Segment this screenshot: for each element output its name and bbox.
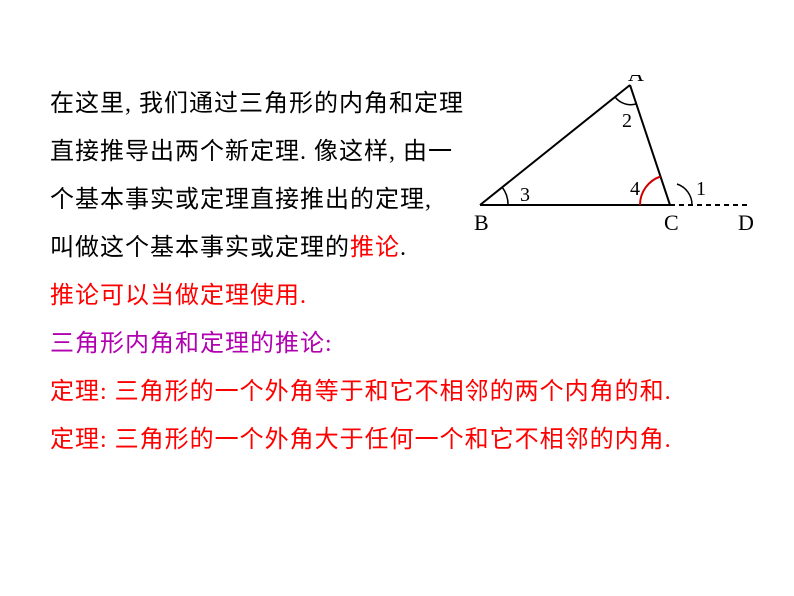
label-C: C [664, 210, 679, 235]
label-D: D [738, 210, 754, 235]
arc-angle-1 [677, 184, 692, 205]
label-angle-1: 1 [696, 178, 706, 200]
label-B: B [474, 210, 489, 235]
theorem-2: 定理: 三角形的一个外角大于任何一个和它不相邻的内角. [50, 416, 750, 464]
label-A: A [628, 75, 644, 86]
arc-angle-4 [640, 177, 661, 206]
arc-angle-3 [502, 187, 508, 205]
corollary-highlight: 推论 [350, 235, 400, 261]
label-angle-3: 3 [520, 184, 530, 206]
para-2: 推论可以当做定理使用. [50, 272, 750, 320]
theorem-1: 定理: 三角形的一个外角等于和它不相邻的两个内角的和. [50, 368, 750, 416]
triangle-diagram: A B C D 1 2 3 4 [460, 75, 760, 245]
label-angle-2: 2 [622, 110, 632, 132]
para-1d-pre: 叫做这个基本事实或定理的 [50, 235, 350, 261]
label-angle-4: 4 [630, 178, 640, 200]
para-1d-post: . [400, 235, 407, 261]
triangle-svg: A B C D 1 2 3 4 [460, 75, 760, 245]
arc-angle-2 [615, 97, 636, 105]
para-3: 三角形内角和定理的推论: [50, 320, 750, 368]
